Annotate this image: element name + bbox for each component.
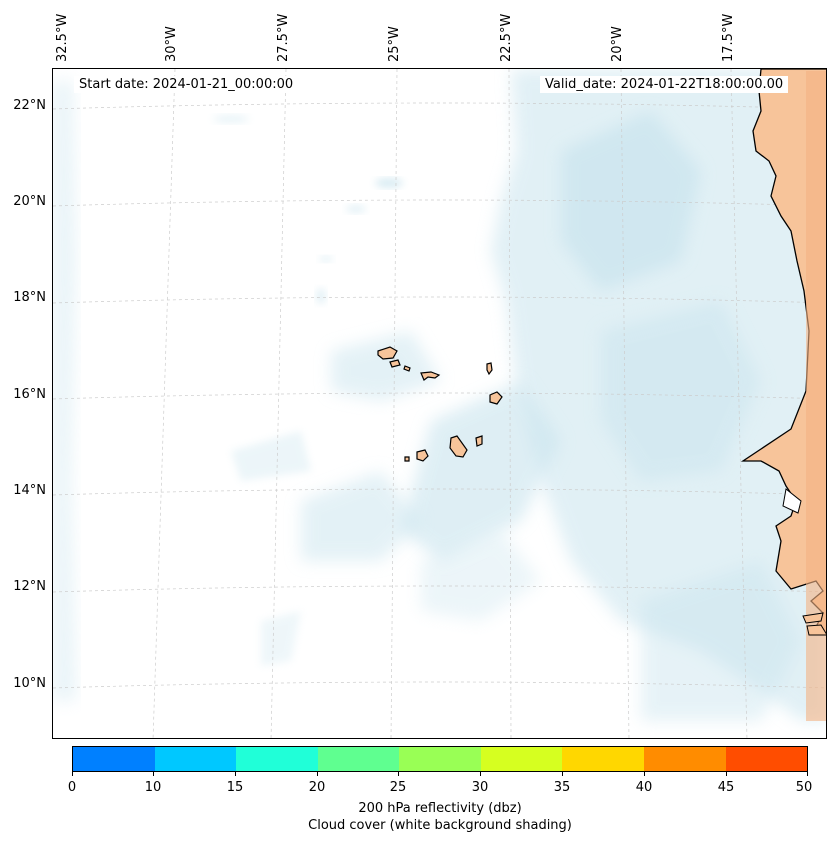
lat-label-16n: 16°N bbox=[13, 387, 46, 402]
start-date-label: Start date: 2024-01-21_00:00:00 bbox=[74, 76, 299, 93]
lat-label-12n: 12°N bbox=[13, 579, 46, 594]
lon-label-25w: 25°W bbox=[387, 26, 402, 62]
colorbar-segment-35-40 bbox=[562, 747, 644, 771]
colorbar-tick-label: 50 bbox=[795, 780, 813, 795]
colorbar-segment-30-35 bbox=[480, 747, 563, 771]
colorbar-tick bbox=[807, 772, 808, 776]
colorbar-tick-label: 30 bbox=[471, 780, 489, 795]
africa-landmass bbox=[740, 69, 826, 721]
island-santa-luzia bbox=[403, 365, 411, 372]
island-boa-vista bbox=[489, 391, 503, 405]
colorbar-tick-label: 35 bbox=[553, 780, 571, 795]
colorbar-segment-25-30 bbox=[399, 747, 481, 771]
map-canvas bbox=[53, 69, 826, 738]
lon-label-32-5w: 32.5°W bbox=[55, 13, 70, 62]
lat-label-20n: 20°N bbox=[13, 194, 46, 209]
island-brava bbox=[404, 456, 410, 462]
valid-date-label: Valid_date: 2024-01-22T18:00:00.00 bbox=[540, 76, 789, 93]
map-panel bbox=[52, 68, 827, 739]
colorbar-tick bbox=[398, 772, 399, 776]
island-santo-antao bbox=[377, 346, 398, 360]
colorbar-tick bbox=[317, 772, 318, 776]
island-santiago bbox=[449, 435, 468, 458]
lon-label-27-5w: 27.5°W bbox=[276, 13, 291, 62]
colorbar-tick-label: 45 bbox=[717, 780, 735, 795]
colorbar-segment-20-25 bbox=[317, 747, 400, 771]
colorbar-tick-label: 15 bbox=[226, 780, 244, 795]
island-fogo bbox=[416, 449, 429, 462]
island-maio bbox=[475, 435, 483, 447]
lon-label-30w: 30°W bbox=[164, 26, 179, 62]
colorbar-tick bbox=[726, 772, 727, 776]
colorbar-segment-10-15 bbox=[154, 747, 237, 771]
colorbar-tick-label: 40 bbox=[635, 780, 653, 795]
cape-verde-islands bbox=[377, 346, 503, 462]
lon-label-22-5w: 22.5°W bbox=[499, 13, 514, 62]
island-sao-nicolau bbox=[420, 371, 441, 381]
cloud-cover-shading bbox=[53, 69, 826, 721]
lat-label-14n: 14°N bbox=[13, 483, 46, 498]
island-sal bbox=[486, 362, 493, 376]
colorbar-tick-label: 20 bbox=[308, 780, 326, 795]
colorbar-segment-15-20 bbox=[236, 747, 318, 771]
colorbar-segment-0-10 bbox=[73, 747, 155, 771]
colorbar-sublabel: Cloud cover (white background shading) bbox=[308, 818, 572, 833]
colorbar-tick-label: 10 bbox=[144, 780, 162, 795]
colorbar-segment-45-50 bbox=[725, 747, 808, 771]
colorbar-segment-40-45 bbox=[643, 747, 726, 771]
colorbar-tick bbox=[153, 772, 154, 776]
lat-label-18n: 18°N bbox=[13, 290, 46, 305]
lat-label-22n: 22°N bbox=[13, 98, 46, 113]
lat-label-10n: 10°N bbox=[13, 676, 46, 691]
colorbar-tick-label: 25 bbox=[389, 780, 407, 795]
lon-label-20w: 20°W bbox=[610, 26, 625, 62]
colorbar bbox=[72, 746, 808, 772]
lon-label-17-5w: 17.5°W bbox=[721, 13, 736, 62]
colorbar-label: 200 hPa reflectivity (dbz) bbox=[358, 801, 522, 816]
graticule bbox=[53, 69, 826, 738]
colorbar-tick bbox=[644, 772, 645, 776]
colorbar-tick bbox=[480, 772, 481, 776]
colorbar-tick-label: 0 bbox=[67, 780, 77, 795]
island-sao-vicente bbox=[389, 359, 401, 368]
colorbar-tick bbox=[562, 772, 563, 776]
colorbar-tick bbox=[72, 772, 73, 776]
colorbar-tick bbox=[235, 772, 236, 776]
